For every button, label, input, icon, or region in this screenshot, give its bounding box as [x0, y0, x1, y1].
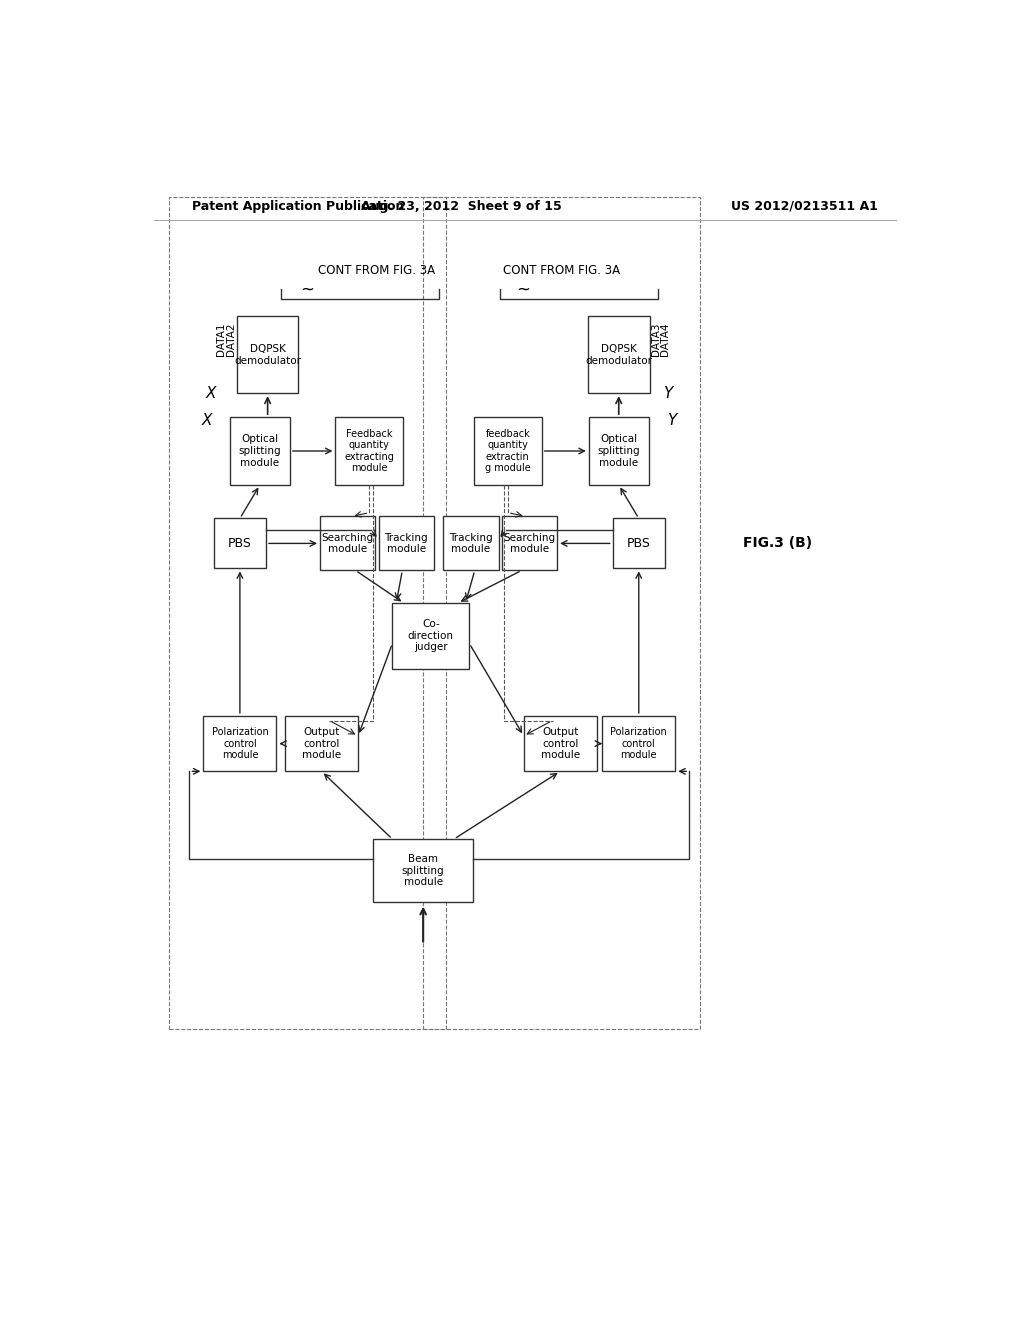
- Text: Output
control
module: Output control module: [541, 727, 580, 760]
- FancyBboxPatch shape: [523, 715, 597, 771]
- FancyBboxPatch shape: [204, 715, 276, 771]
- Text: feedback
quantity
extractin
g module: feedback quantity extractin g module: [485, 429, 530, 474]
- Text: Patent Application Publication: Patent Application Publication: [193, 199, 404, 213]
- Text: Polarization
control
module: Polarization control module: [610, 727, 667, 760]
- Text: US 2012/0213511 A1: US 2012/0213511 A1: [731, 199, 878, 213]
- FancyBboxPatch shape: [502, 516, 557, 570]
- FancyBboxPatch shape: [373, 840, 473, 903]
- Text: CONT FROM FIG. 3A: CONT FROM FIG. 3A: [318, 264, 435, 277]
- Text: PBS: PBS: [228, 537, 252, 550]
- Text: DATA4: DATA4: [659, 322, 670, 356]
- Text: CONT FROM FIG. 3A: CONT FROM FIG. 3A: [503, 264, 621, 277]
- Text: Polarization
control
module: Polarization control module: [212, 727, 268, 760]
- Text: DQPSK
demodulator: DQPSK demodulator: [234, 345, 301, 366]
- Text: Tracking
module: Tracking module: [384, 532, 428, 554]
- FancyBboxPatch shape: [379, 516, 434, 570]
- Text: Y: Y: [668, 413, 677, 428]
- Text: DQPSK
demodulator: DQPSK demodulator: [586, 345, 652, 366]
- Text: X: X: [202, 413, 212, 428]
- Text: PBS: PBS: [627, 537, 650, 550]
- Text: Optical
splitting
module: Optical splitting module: [597, 434, 640, 467]
- FancyBboxPatch shape: [237, 317, 298, 393]
- FancyBboxPatch shape: [336, 417, 403, 484]
- Text: Tracking
module: Tracking module: [450, 532, 493, 554]
- FancyBboxPatch shape: [602, 715, 676, 771]
- FancyBboxPatch shape: [589, 417, 649, 484]
- Text: Searching
module: Searching module: [322, 532, 374, 554]
- Text: DATA1: DATA1: [216, 322, 226, 356]
- Text: DATA2: DATA2: [225, 322, 236, 356]
- FancyBboxPatch shape: [392, 603, 469, 668]
- FancyBboxPatch shape: [443, 516, 499, 570]
- Text: DATA3: DATA3: [650, 322, 660, 356]
- FancyBboxPatch shape: [612, 519, 665, 569]
- Text: Output
control
module: Output control module: [302, 727, 341, 760]
- Text: ~: ~: [516, 280, 530, 298]
- Text: X: X: [206, 385, 216, 401]
- FancyBboxPatch shape: [588, 317, 649, 393]
- Text: Y: Y: [664, 385, 673, 401]
- FancyBboxPatch shape: [214, 519, 266, 569]
- Text: Beam
splitting
module: Beam splitting module: [401, 854, 444, 887]
- Text: Optical
splitting
module: Optical splitting module: [239, 434, 282, 467]
- FancyBboxPatch shape: [230, 417, 290, 484]
- FancyBboxPatch shape: [319, 516, 376, 570]
- Text: Aug. 23, 2012  Sheet 9 of 15: Aug. 23, 2012 Sheet 9 of 15: [361, 199, 562, 213]
- FancyBboxPatch shape: [474, 417, 542, 484]
- Text: FIG.3 (B): FIG.3 (B): [742, 536, 812, 550]
- Text: Co-
direction
judger: Co- direction judger: [408, 619, 454, 652]
- Text: Feedback
quantity
extracting
module: Feedback quantity extracting module: [344, 429, 394, 474]
- FancyBboxPatch shape: [285, 715, 358, 771]
- Text: Searching
module: Searching module: [504, 532, 555, 554]
- Text: ~: ~: [301, 280, 314, 298]
